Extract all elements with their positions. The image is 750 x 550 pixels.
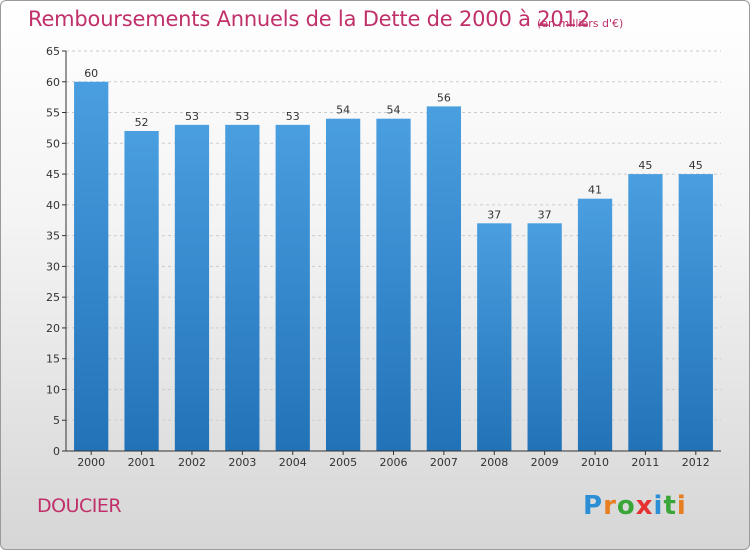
y-tick-label: 30: [46, 260, 60, 273]
data-label: 41: [588, 184, 602, 197]
bar: [225, 124, 260, 451]
bar: [124, 131, 159, 451]
proxiti-logo: Proxiti: [583, 491, 687, 521]
y-tick-label: 60: [46, 76, 60, 89]
bar: [376, 118, 411, 451]
y-tick-label: 15: [46, 353, 60, 366]
data-label: 56: [437, 91, 451, 104]
logo-letter: i: [676, 491, 687, 521]
data-label: 37: [487, 208, 501, 221]
x-tick-label: 2004: [279, 456, 307, 469]
data-label: 54: [336, 104, 350, 117]
bars: 60 52 53 53 53 54 54 56 37 37 41 45 45: [74, 67, 713, 452]
x-tick-label: 2012: [682, 456, 710, 469]
bar: [477, 223, 512, 451]
bar: [74, 81, 109, 452]
data-label: 45: [638, 159, 652, 172]
data-label: 45: [689, 159, 703, 172]
x-tick-label: 2005: [329, 456, 357, 469]
y-tick-label: 20: [46, 322, 60, 335]
logo-letter: r: [603, 491, 617, 521]
y-tick-label: 55: [46, 107, 60, 120]
y-tick-label: 35: [46, 230, 60, 243]
x-tick-label: 2007: [430, 456, 458, 469]
x-tick-label: 2001: [128, 456, 156, 469]
bar: [426, 106, 462, 451]
x-tick-label: 2002: [178, 456, 206, 469]
logo-letter: o: [616, 491, 636, 521]
chart-title: Remboursements Annuels de la Dette de 20…: [28, 7, 590, 31]
logo-letter: i: [653, 491, 664, 521]
data-label: 53: [185, 110, 199, 123]
bar: [678, 174, 713, 452]
x-tick-label: 2011: [631, 456, 659, 469]
y-tick-label: 25: [46, 291, 60, 304]
x-tick-label: 2006: [380, 456, 408, 469]
logo-letter: P: [583, 491, 604, 521]
bar: [275, 124, 310, 451]
bar: [325, 118, 361, 451]
axes: 0 5 10 15 20 25 30 35 40 45 50 55 60 65 2000 2001 2002 20…: [46, 45, 721, 469]
bar: [174, 124, 210, 451]
x-tick-label: 2003: [228, 456, 256, 469]
data-label: 53: [286, 110, 300, 123]
y-tick-label: 5: [53, 414, 60, 427]
bar: [527, 223, 562, 451]
data-label: 52: [135, 116, 149, 129]
x-tick-label: 2000: [77, 456, 105, 469]
bar: [577, 198, 613, 451]
logo-letter: t: [663, 491, 677, 521]
y-tick-label: 65: [46, 45, 60, 58]
bar: [628, 174, 663, 452]
data-label: 60: [84, 67, 98, 80]
x-tick-label: 2009: [531, 456, 559, 469]
y-tick-label: 45: [46, 168, 60, 181]
data-label: 37: [538, 208, 552, 221]
data-label: 54: [387, 104, 401, 117]
logo-letter: x: [635, 491, 654, 521]
unit-note: (en milliers d'€): [537, 17, 624, 30]
y-tick-label: 40: [46, 199, 60, 212]
x-tick-label: 2010: [581, 456, 609, 469]
data-label: 53: [235, 110, 249, 123]
y-tick-label: 10: [46, 383, 60, 396]
commune-name: DOUCIER: [37, 495, 122, 517]
x-tick-label: 2008: [480, 456, 508, 469]
y-tick-label: 0: [53, 445, 60, 458]
y-tick-label: 50: [46, 137, 60, 150]
